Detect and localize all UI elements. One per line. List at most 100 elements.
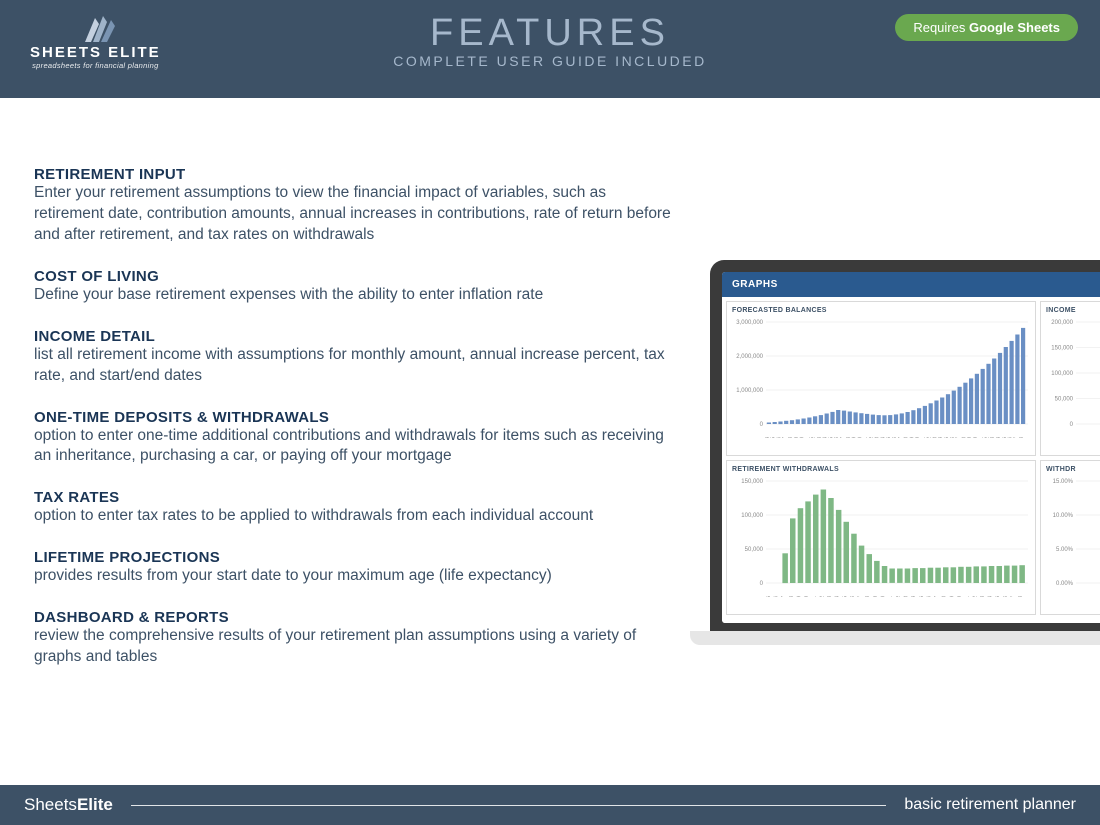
svg-text:50,000: 50,000 bbox=[1055, 397, 1074, 403]
feature-title: LIFETIME PROJECTIONS bbox=[34, 549, 700, 566]
svg-text:100,000: 100,000 bbox=[1051, 371, 1073, 377]
svg-text:2065: 2065 bbox=[995, 596, 1001, 597]
svg-text:2,000,000: 2,000,000 bbox=[736, 354, 763, 360]
svg-text:2048: 2048 bbox=[865, 596, 871, 597]
svg-text:2068: 2068 bbox=[1019, 437, 1025, 438]
svg-text:0: 0 bbox=[760, 581, 764, 587]
feature-title: RETIREMENT INPUT bbox=[34, 166, 700, 183]
svg-text:200,000: 200,000 bbox=[1051, 320, 1073, 326]
laptop-mockup: GRAPHS FORECASTED BALANCES 3,000,000 2,00… bbox=[710, 260, 1100, 645]
chart-panels: FORECASTED BALANCES 3,000,000 2,000,000 1,… bbox=[722, 297, 1100, 623]
chart-title: WITHDR bbox=[1046, 466, 1100, 473]
chart-title: FORECASTED BALANCES bbox=[732, 307, 1030, 314]
svg-text:0: 0 bbox=[760, 422, 764, 428]
svg-text:2066: 2066 bbox=[1003, 596, 1009, 597]
feature-title: TAX RATES bbox=[34, 489, 700, 506]
feature-title: ONE-TIME DEPOSITS & WITHDRAWALS bbox=[34, 409, 700, 426]
laptop-screen: GRAPHS FORECASTED BALANCES 3,000,000 2,00… bbox=[710, 260, 1100, 631]
svg-text:2045: 2045 bbox=[842, 596, 848, 597]
forecasted-balances-chart: FORECASTED BALANCES 3,000,000 2,000,000 1,… bbox=[726, 301, 1036, 456]
logo: SHEETS ELITE spreadsheets for financial … bbox=[30, 10, 161, 70]
svg-text:2059: 2059 bbox=[949, 596, 955, 597]
svg-text:2052: 2052 bbox=[896, 596, 902, 597]
feature-title: COST OF LIVING bbox=[34, 268, 700, 285]
svg-text:2058: 2058 bbox=[942, 596, 948, 597]
feature-item: COST OF LIVINGDefine your base retiremen… bbox=[34, 268, 700, 306]
svg-text:2053: 2053 bbox=[904, 596, 910, 597]
svg-text:2067: 2067 bbox=[1011, 596, 1017, 597]
svg-text:2068: 2068 bbox=[1018, 596, 1024, 597]
retirement-withdrawals-chart: RETIREMENT WITHDRAWALS 150,000 100,000 50,… bbox=[726, 460, 1036, 615]
withdrawal-pct-chart: WITHDR 15.00% 10.00% 5.00% 0.00% bbox=[1040, 460, 1100, 615]
footer: SheetsElite basic retirement planner bbox=[0, 785, 1100, 825]
svg-text:10.00%: 10.00% bbox=[1053, 513, 1074, 519]
svg-text:2061: 2061 bbox=[965, 596, 971, 597]
svg-text:2049: 2049 bbox=[873, 596, 879, 597]
svg-text:100,000: 100,000 bbox=[741, 513, 763, 519]
svg-text:2063: 2063 bbox=[980, 596, 986, 597]
logo-tagline: spreadsheets for financial planning bbox=[30, 61, 161, 70]
feature-body: option to enter one-time additional cont… bbox=[34, 426, 674, 468]
svg-text:2064: 2064 bbox=[988, 596, 994, 597]
svg-text:2038: 2038 bbox=[789, 596, 795, 597]
graphs-section-label: GRAPHS bbox=[722, 272, 1100, 297]
feature-body: Enter your retirement assumptions to vie… bbox=[34, 183, 674, 246]
svg-text:2060: 2060 bbox=[957, 596, 963, 597]
features-list: RETIREMENT INPUTEnter your retirement as… bbox=[0, 98, 700, 668]
svg-text:2055: 2055 bbox=[919, 596, 925, 597]
pill-prefix: Requires bbox=[913, 20, 969, 35]
feature-title: INCOME DETAIL bbox=[34, 328, 700, 345]
feature-item: RETIREMENT INPUTEnter your retirement as… bbox=[34, 166, 700, 246]
svg-text:0.00%: 0.00% bbox=[1056, 581, 1074, 587]
svg-text:50,000: 50,000 bbox=[745, 547, 764, 553]
income-chart: INCOME 200,000 150,000 100,000 50,000 0 bbox=[1040, 301, 1100, 456]
feature-item: INCOME DETAILlist all retirement income … bbox=[34, 328, 700, 387]
page-subtitle: COMPLETE USER GUIDE INCLUDED bbox=[393, 53, 706, 69]
svg-text:2062: 2062 bbox=[972, 596, 978, 597]
feature-body: Define your base retirement expenses wit… bbox=[34, 285, 674, 306]
svg-text:2056: 2056 bbox=[926, 596, 932, 597]
feature-item: TAX RATESoption to enter tax rates to be… bbox=[34, 489, 700, 527]
svg-text:2046: 2046 bbox=[850, 596, 856, 597]
svg-text:2044: 2044 bbox=[835, 596, 841, 597]
header: SHEETS ELITE spreadsheets for financial … bbox=[0, 0, 1100, 98]
feature-title: DASHBOARD & REPORTS bbox=[34, 609, 700, 626]
svg-text:2054: 2054 bbox=[911, 596, 917, 597]
footer-divider bbox=[131, 805, 887, 806]
svg-text:2043: 2043 bbox=[827, 596, 833, 597]
svg-text:0: 0 bbox=[1070, 422, 1074, 428]
page-title: FEATURES bbox=[393, 12, 706, 55]
svg-text:2042: 2042 bbox=[819, 596, 825, 597]
svg-text:2036: 2036 bbox=[774, 596, 780, 597]
svg-text:1,000,000: 1,000,000 bbox=[736, 388, 763, 394]
svg-text:5.00%: 5.00% bbox=[1056, 547, 1074, 553]
logo-name: SHEETS ELITE bbox=[30, 44, 161, 61]
feature-item: ONE-TIME DEPOSITS & WITHDRAWALSoption to… bbox=[34, 409, 700, 468]
feature-body: provides results from your start date to… bbox=[34, 566, 674, 587]
svg-text:2039: 2039 bbox=[796, 596, 802, 597]
svg-text:2051: 2051 bbox=[888, 596, 894, 597]
laptop-base bbox=[690, 631, 1100, 645]
footer-product-name: basic retirement planner bbox=[904, 796, 1076, 814]
footer-brand: SheetsElite bbox=[24, 795, 113, 815]
feature-body: list all retirement income with assumpti… bbox=[34, 345, 674, 387]
svg-text:2037: 2037 bbox=[781, 596, 787, 597]
feature-body: review the comprehensive results of your… bbox=[34, 626, 674, 668]
laptop-viewport: GRAPHS FORECASTED BALANCES 3,000,000 2,00… bbox=[722, 272, 1100, 623]
svg-text:15.00%: 15.00% bbox=[1053, 479, 1074, 485]
svg-text:2041: 2041 bbox=[812, 596, 818, 597]
svg-text:2047: 2047 bbox=[858, 596, 864, 597]
chart-title: INCOME bbox=[1046, 307, 1100, 314]
requires-pill: Requires Google Sheets bbox=[895, 14, 1078, 41]
svg-text:150,000: 150,000 bbox=[741, 479, 763, 485]
svg-text:2057: 2057 bbox=[934, 596, 940, 597]
svg-text:3,000,000: 3,000,000 bbox=[736, 320, 763, 326]
chart-title: RETIREMENT WITHDRAWALS bbox=[732, 466, 1030, 473]
feature-item: LIFETIME PROJECTIONSprovides results fro… bbox=[34, 549, 700, 587]
logo-icon bbox=[65, 10, 125, 42]
feature-item: DASHBOARD & REPORTSreview the comprehens… bbox=[34, 609, 700, 668]
svg-text:2040: 2040 bbox=[804, 596, 810, 597]
svg-text:150,000: 150,000 bbox=[1051, 346, 1073, 352]
title-block: FEATURES COMPLETE USER GUIDE INCLUDED bbox=[393, 12, 706, 69]
svg-text:2050: 2050 bbox=[881, 596, 887, 597]
